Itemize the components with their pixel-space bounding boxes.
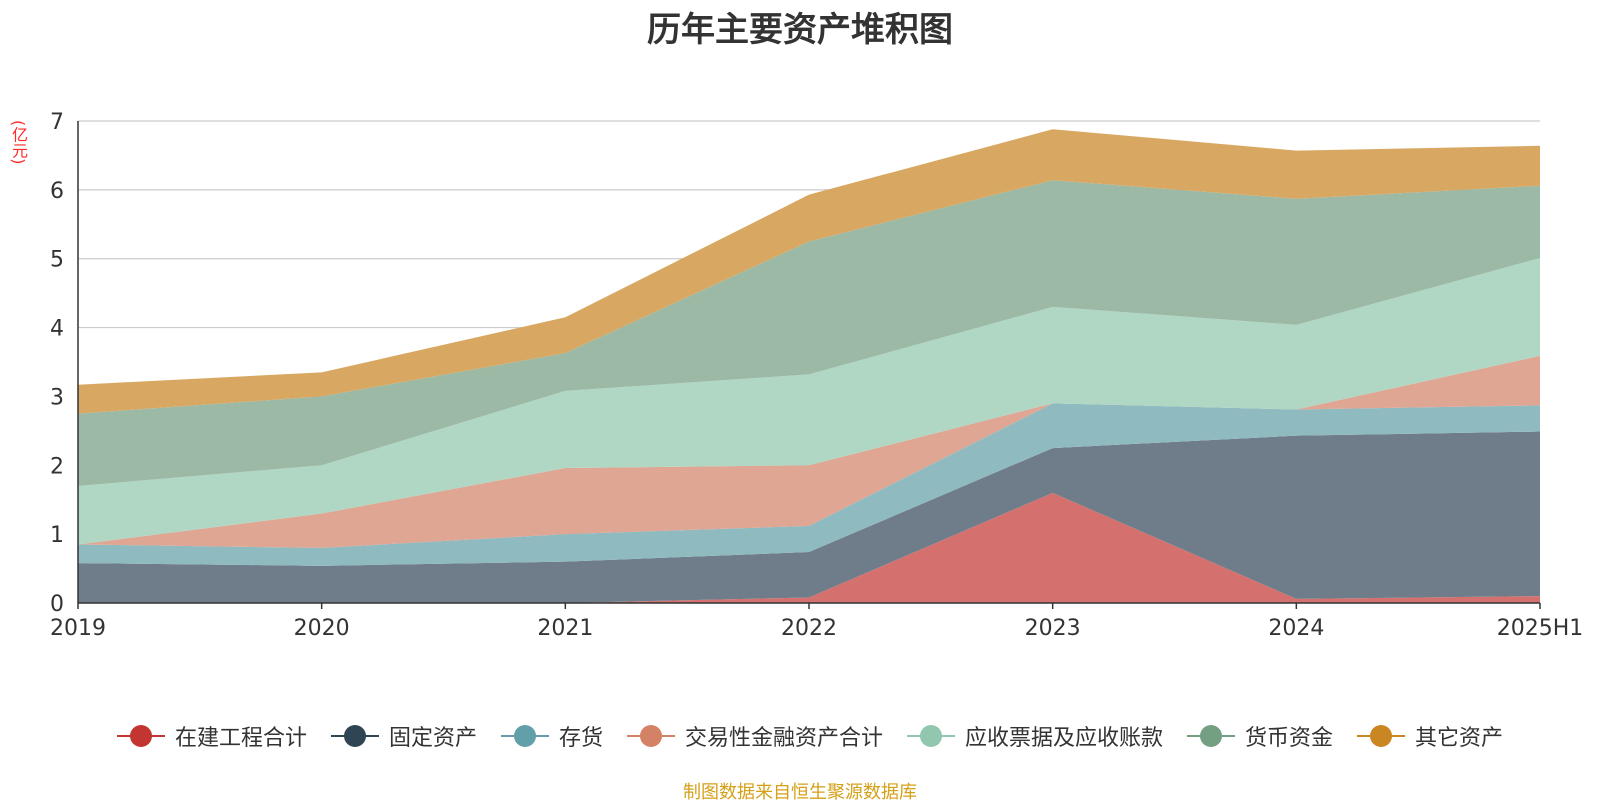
y-tick-label: 4 xyxy=(50,317,64,342)
area-series-0 xyxy=(78,492,1540,603)
area-series-5 xyxy=(78,180,1540,486)
legend-label: 货币资金 xyxy=(1245,726,1334,751)
legend-item[interactable]: 其它资产 xyxy=(1357,720,1503,752)
legend-label: 应收票据及应收账款 xyxy=(965,726,1164,751)
legend-label: 存货 xyxy=(558,726,603,751)
y-tick-label: 2 xyxy=(50,454,64,479)
legend-item[interactable]: 交易性金融资产合计 xyxy=(626,720,883,752)
area-series-4 xyxy=(78,258,1540,545)
legend-label: 固定资产 xyxy=(388,726,477,751)
legend-marker-icon xyxy=(1187,722,1236,750)
legend-dot xyxy=(920,725,942,747)
legend-item[interactable]: 固定资产 xyxy=(330,720,477,752)
legend-marker-icon xyxy=(330,722,379,750)
area-series-1 xyxy=(78,431,1540,603)
y-tick-label: 7 xyxy=(50,110,64,135)
y-axis-unit-label: (亿元) xyxy=(9,120,28,165)
x-tick-label: 2020 xyxy=(294,616,350,641)
x-tick-label: 2019 xyxy=(50,616,106,641)
legend-label: 交易性金融资产合计 xyxy=(684,726,883,751)
legend-label: 在建工程合计 xyxy=(174,726,307,751)
legend-dot xyxy=(343,725,366,747)
legend-dot xyxy=(1370,725,1393,747)
legend-dot xyxy=(513,725,536,747)
chart-legend: 在建工程合计 固定资产 存货 交易性金融资产合计 应收票据及应收账款 货币资金 其它资产 xyxy=(60,718,1560,754)
y-tick-label: 0 xyxy=(50,592,64,617)
legend-dot xyxy=(1200,725,1223,747)
legend-marker-icon xyxy=(626,722,675,750)
x-tick-label: 2021 xyxy=(537,616,593,641)
legend-dot xyxy=(639,725,662,747)
legend-item[interactable]: 货币资金 xyxy=(1187,720,1333,752)
area-series-2 xyxy=(78,403,1540,566)
legend-marker-icon xyxy=(1357,722,1406,750)
legend-item[interactable]: 在建工程合计 xyxy=(116,720,307,752)
x-tick-label: 2023 xyxy=(1025,616,1081,641)
legend-label: 其它资产 xyxy=(1415,726,1504,751)
y-tick-label: 3 xyxy=(50,385,64,410)
legend-dot xyxy=(129,725,152,747)
area-series-3 xyxy=(78,355,1540,548)
x-tick-label: 2025H1 xyxy=(1497,616,1584,641)
chart-title: 历年主要资产堆积图 xyxy=(647,10,953,50)
x-tick-label: 2024 xyxy=(1268,616,1324,641)
source-note: 制图数据来自恒生聚源数据库 xyxy=(683,782,917,803)
legend-marker-icon xyxy=(116,722,165,750)
legend-marker-icon xyxy=(500,722,549,750)
area-series-6 xyxy=(78,129,1540,414)
legend-item[interactable]: 存货 xyxy=(500,720,603,752)
x-tick-label: 2022 xyxy=(781,616,837,641)
legend-marker-icon xyxy=(907,722,955,750)
legend-item[interactable]: 应收票据及应收账款 xyxy=(907,720,1163,752)
y-tick-label: 6 xyxy=(50,179,64,204)
y-tick-label: 5 xyxy=(50,248,64,273)
y-tick-label: 1 xyxy=(50,523,64,548)
